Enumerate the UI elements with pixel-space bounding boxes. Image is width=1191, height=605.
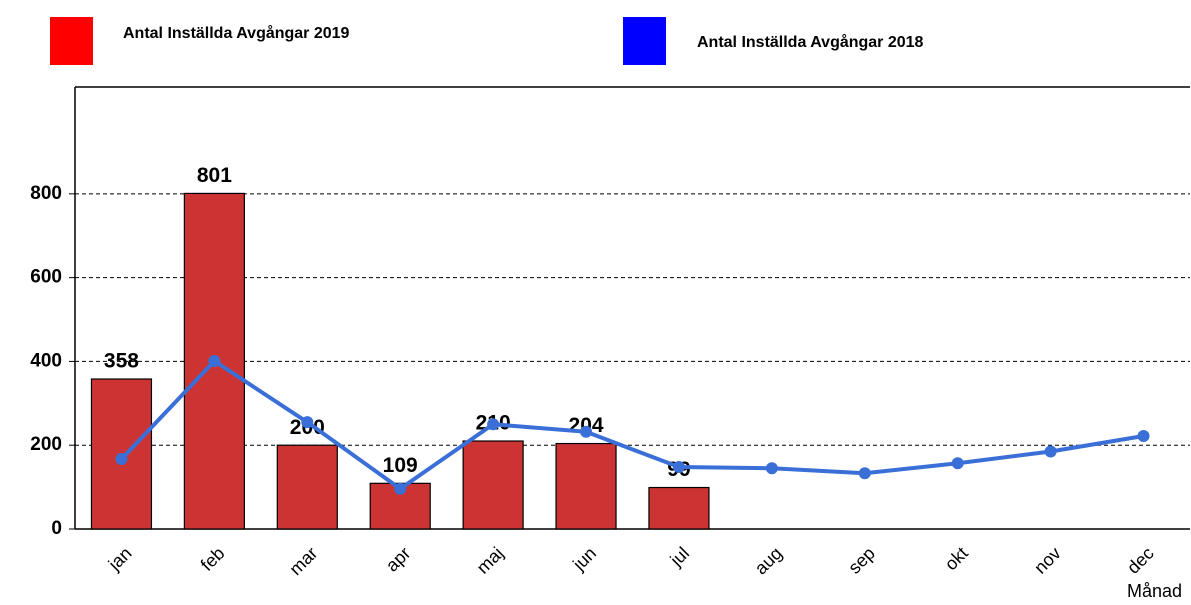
legend-swatch	[623, 17, 666, 65]
x-tick-label: aug	[751, 543, 786, 578]
point	[208, 354, 221, 367]
point	[1137, 429, 1150, 442]
x-tick-label: feb	[197, 543, 229, 575]
x-tick-label: okt	[941, 543, 972, 574]
point	[115, 453, 128, 466]
point	[858, 467, 871, 480]
bar	[648, 486, 710, 530]
x-tick-label: apr	[382, 543, 415, 576]
x-axis-label: Månad	[1127, 581, 1182, 601]
point	[951, 457, 964, 470]
point	[394, 482, 407, 495]
x-tick-label: jan	[104, 543, 136, 575]
bar	[276, 444, 338, 530]
x-tick-label: maj	[473, 543, 508, 578]
legend-swatch	[50, 17, 93, 65]
value-label: 109	[383, 454, 418, 477]
y-tick-label: 400	[30, 350, 62, 371]
value-label: 801	[197, 164, 232, 187]
bar	[462, 440, 524, 530]
x-tick-label: jul	[666, 543, 694, 571]
point	[1044, 445, 1057, 458]
x-tick-label: sep	[844, 543, 879, 578]
point	[580, 425, 593, 438]
point	[672, 460, 685, 473]
y-tick-label: 600	[30, 267, 62, 288]
y-tick-label: 200	[30, 434, 62, 455]
x-tick-label: dec	[1123, 543, 1158, 578]
x-tick-label: jun	[568, 543, 600, 575]
x-tick-label: mar	[285, 543, 321, 579]
y-tick-label: 0	[51, 518, 62, 539]
bar	[555, 442, 617, 530]
line	[120, 358, 1144, 491]
legend-label: Antal Inställda Avgångar 2019	[123, 24, 350, 42]
point	[487, 418, 500, 431]
value-label: 358	[104, 350, 139, 373]
y-tick-label: 800	[30, 183, 62, 204]
point	[765, 462, 778, 475]
x-tick-label: nov	[1030, 543, 1065, 578]
legend-label: Antal Inställda Avgångar 2018	[697, 33, 924, 51]
point	[301, 416, 314, 429]
